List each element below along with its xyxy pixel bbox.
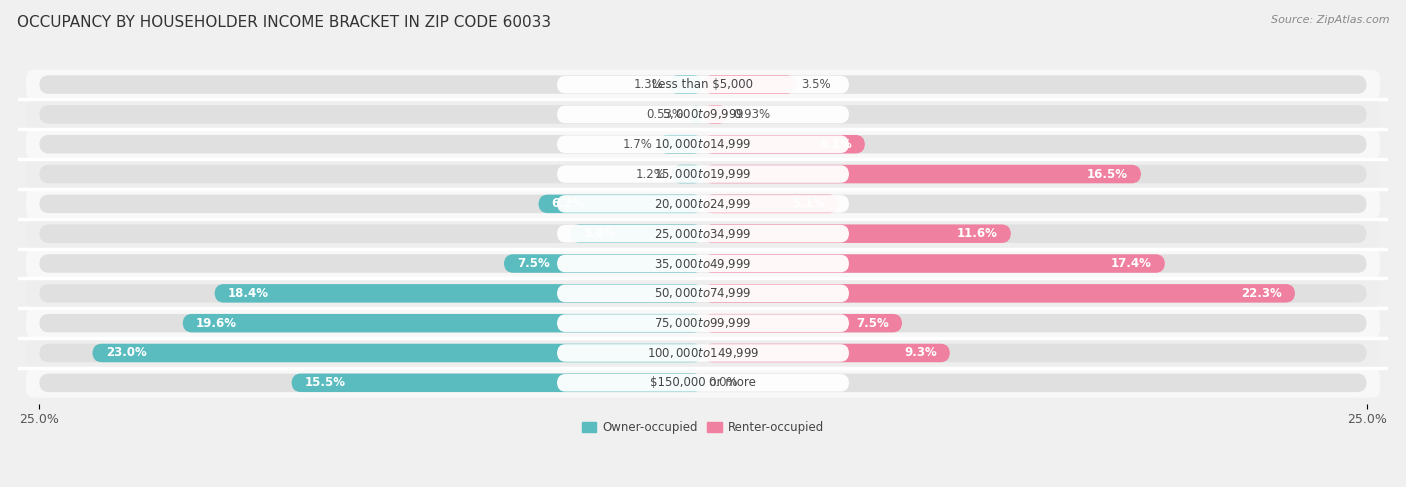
Text: 5.1%: 5.1%: [793, 197, 825, 210]
Text: $20,000 to $24,999: $20,000 to $24,999: [654, 197, 752, 211]
FancyBboxPatch shape: [25, 159, 1381, 189]
Text: 0.53%: 0.53%: [647, 108, 683, 121]
Text: 18.4%: 18.4%: [228, 287, 269, 300]
Text: 15.5%: 15.5%: [305, 376, 346, 389]
FancyBboxPatch shape: [703, 314, 903, 333]
Text: 0.0%: 0.0%: [709, 376, 738, 389]
FancyBboxPatch shape: [39, 254, 1367, 273]
FancyBboxPatch shape: [39, 165, 1367, 183]
Text: $75,000 to $99,999: $75,000 to $99,999: [654, 316, 752, 330]
FancyBboxPatch shape: [25, 219, 1381, 248]
FancyBboxPatch shape: [571, 225, 703, 243]
FancyBboxPatch shape: [39, 195, 1367, 213]
FancyBboxPatch shape: [183, 314, 703, 333]
Text: 22.3%: 22.3%: [1241, 287, 1282, 300]
Text: 7.5%: 7.5%: [517, 257, 550, 270]
Text: 7.5%: 7.5%: [856, 317, 889, 330]
Text: 9.3%: 9.3%: [904, 346, 936, 359]
FancyBboxPatch shape: [25, 368, 1381, 398]
Text: 11.6%: 11.6%: [957, 227, 998, 240]
Text: 5.0%: 5.0%: [583, 227, 616, 240]
FancyBboxPatch shape: [25, 130, 1381, 159]
FancyBboxPatch shape: [689, 105, 703, 124]
FancyBboxPatch shape: [503, 254, 703, 273]
Text: 3.5%: 3.5%: [801, 78, 831, 91]
FancyBboxPatch shape: [39, 225, 1367, 243]
FancyBboxPatch shape: [39, 75, 1367, 94]
FancyBboxPatch shape: [39, 135, 1367, 153]
Text: $25,000 to $34,999: $25,000 to $34,999: [654, 226, 752, 241]
Text: Source: ZipAtlas.com: Source: ZipAtlas.com: [1271, 15, 1389, 25]
FancyBboxPatch shape: [703, 105, 728, 124]
FancyBboxPatch shape: [557, 195, 849, 213]
FancyBboxPatch shape: [703, 284, 1295, 302]
Text: 6.2%: 6.2%: [551, 197, 585, 210]
Text: 16.5%: 16.5%: [1087, 168, 1128, 181]
FancyBboxPatch shape: [703, 344, 950, 362]
Text: 1.7%: 1.7%: [623, 138, 652, 150]
FancyBboxPatch shape: [25, 308, 1381, 338]
Text: $15,000 to $19,999: $15,000 to $19,999: [654, 167, 752, 181]
FancyBboxPatch shape: [291, 374, 703, 392]
FancyBboxPatch shape: [25, 279, 1381, 308]
FancyBboxPatch shape: [557, 344, 849, 362]
FancyBboxPatch shape: [215, 284, 703, 302]
FancyBboxPatch shape: [557, 255, 849, 272]
Text: 19.6%: 19.6%: [195, 317, 238, 330]
FancyBboxPatch shape: [658, 135, 703, 153]
FancyBboxPatch shape: [557, 225, 849, 243]
FancyBboxPatch shape: [668, 75, 703, 94]
Text: $50,000 to $74,999: $50,000 to $74,999: [654, 286, 752, 300]
Text: $100,000 to $149,999: $100,000 to $149,999: [647, 346, 759, 360]
FancyBboxPatch shape: [39, 284, 1367, 302]
Text: OCCUPANCY BY HOUSEHOLDER INCOME BRACKET IN ZIP CODE 60033: OCCUPANCY BY HOUSEHOLDER INCOME BRACKET …: [17, 15, 551, 30]
FancyBboxPatch shape: [25, 70, 1381, 99]
FancyBboxPatch shape: [703, 195, 838, 213]
FancyBboxPatch shape: [557, 76, 849, 94]
FancyBboxPatch shape: [25, 338, 1381, 368]
Text: 1.2%: 1.2%: [636, 168, 666, 181]
Text: $5,000 to $9,999: $5,000 to $9,999: [662, 108, 744, 121]
FancyBboxPatch shape: [557, 284, 849, 302]
FancyBboxPatch shape: [93, 344, 703, 362]
FancyBboxPatch shape: [703, 254, 1166, 273]
FancyBboxPatch shape: [538, 195, 703, 213]
FancyBboxPatch shape: [557, 374, 849, 392]
FancyBboxPatch shape: [25, 189, 1381, 219]
FancyBboxPatch shape: [39, 344, 1367, 362]
Text: 0.93%: 0.93%: [733, 108, 770, 121]
FancyBboxPatch shape: [703, 75, 796, 94]
Text: $10,000 to $14,999: $10,000 to $14,999: [654, 137, 752, 151]
FancyBboxPatch shape: [39, 374, 1367, 392]
FancyBboxPatch shape: [557, 165, 849, 183]
FancyBboxPatch shape: [557, 106, 849, 123]
Legend: Owner-occupied, Renter-occupied: Owner-occupied, Renter-occupied: [578, 416, 828, 439]
Text: Less than $5,000: Less than $5,000: [652, 78, 754, 91]
Text: 6.1%: 6.1%: [818, 138, 852, 150]
FancyBboxPatch shape: [703, 225, 1011, 243]
FancyBboxPatch shape: [557, 135, 849, 153]
Text: 1.3%: 1.3%: [634, 78, 664, 91]
Text: $35,000 to $49,999: $35,000 to $49,999: [654, 257, 752, 270]
Text: 17.4%: 17.4%: [1111, 257, 1152, 270]
FancyBboxPatch shape: [703, 165, 1142, 183]
Text: $150,000 or more: $150,000 or more: [650, 376, 756, 389]
Text: 23.0%: 23.0%: [105, 346, 146, 359]
FancyBboxPatch shape: [39, 314, 1367, 333]
FancyBboxPatch shape: [557, 315, 849, 332]
FancyBboxPatch shape: [25, 248, 1381, 279]
FancyBboxPatch shape: [671, 165, 703, 183]
FancyBboxPatch shape: [25, 99, 1381, 130]
FancyBboxPatch shape: [39, 105, 1367, 124]
FancyBboxPatch shape: [703, 135, 865, 153]
